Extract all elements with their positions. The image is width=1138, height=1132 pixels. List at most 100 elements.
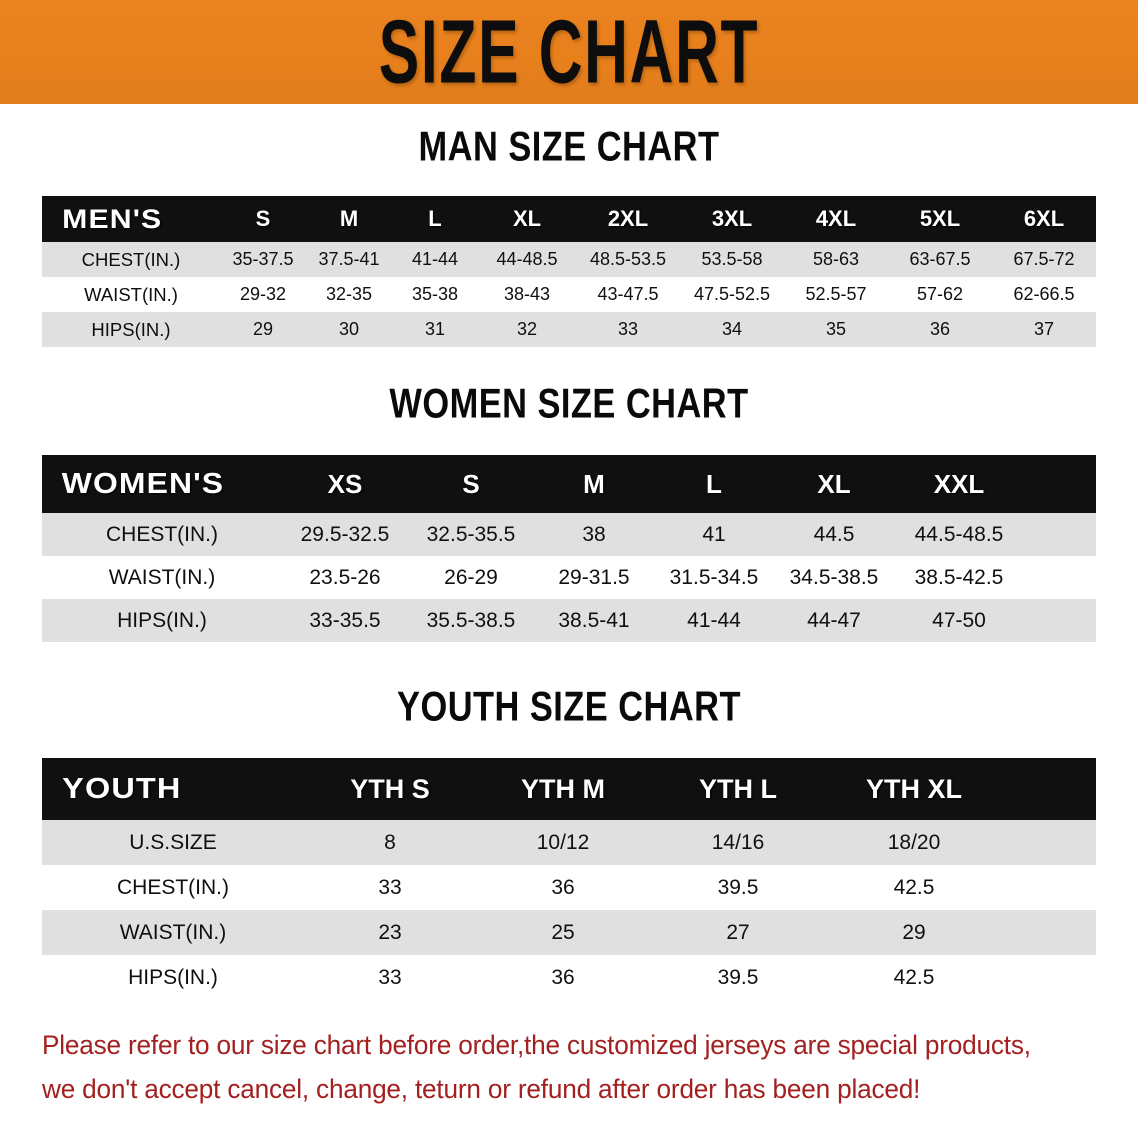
table-row: WAIST(IN.) 23 25 27 29 bbox=[42, 910, 1096, 955]
man-col-header-l: L bbox=[428, 206, 442, 231]
women-row-label-chest: CHEST(IN.) bbox=[106, 522, 218, 546]
table-row: HIPS(IN.) 33-35.5 35.5-38.5 38.5-41 41-4… bbox=[42, 599, 1096, 642]
table-cell: 39.5 bbox=[717, 875, 759, 899]
youth-col-header-m: YTH M bbox=[521, 773, 605, 804]
table-header-row: WOMEN'S XS S M L XL XXL bbox=[42, 455, 1096, 513]
table-cell: 32-35 bbox=[325, 284, 373, 304]
table-cell: 57-62 bbox=[916, 284, 964, 304]
table-cell: 36 bbox=[551, 965, 575, 989]
table-cell: 27 bbox=[726, 920, 750, 944]
table-cell: 42.5 bbox=[893, 965, 935, 989]
women-col-header-spacer bbox=[1024, 455, 1096, 513]
table-cell: 32 bbox=[516, 319, 538, 339]
table-cell: 47-50 bbox=[932, 608, 986, 632]
women-col-header-m: M bbox=[583, 468, 605, 499]
man-col-header-6xl: 6XL bbox=[1023, 206, 1065, 231]
table-cell: 30 bbox=[338, 319, 360, 339]
table-cell: 33 bbox=[617, 319, 639, 339]
table-cell: 26-29 bbox=[444, 565, 498, 589]
table-cell: 67.5-72 bbox=[1013, 249, 1075, 269]
youth-size-table: YOUTH YTH S YTH M YTH L YTH XL U.S.SIZE … bbox=[42, 758, 1096, 1000]
disclaimer-line-2: we don't accept cancel, change, teturn o… bbox=[42, 1073, 921, 1104]
table-cell: 33 bbox=[378, 965, 402, 989]
table-header-row: YOUTH YTH S YTH M YTH L YTH XL bbox=[42, 758, 1096, 820]
man-col-header-3xl: 3XL bbox=[711, 206, 753, 231]
table-cell: 29-31.5 bbox=[558, 565, 630, 589]
man-col-header-m: M bbox=[339, 206, 359, 231]
table-cell-spacer bbox=[1002, 865, 1096, 910]
table-cell: 53.5-58 bbox=[701, 249, 763, 269]
table-cell: 44.5-48.5 bbox=[914, 522, 1004, 546]
banner-title: SIZE CHART bbox=[378, 0, 760, 103]
youth-col-header-s: YTH S bbox=[350, 773, 430, 804]
table-row: CHEST(IN.) 35-37.5 37.5-41 41-44 44-48.5… bbox=[42, 242, 1096, 277]
women-col-header-xl: XL bbox=[817, 468, 851, 499]
table-cell-spacer bbox=[1002, 820, 1096, 865]
table-cell: 29 bbox=[902, 920, 926, 944]
table-cell: 44-47 bbox=[807, 608, 861, 632]
table-cell: 41 bbox=[702, 522, 726, 546]
table-cell: 48.5-53.5 bbox=[589, 249, 667, 269]
disclaimer-line-1: Please refer to our size chart before or… bbox=[42, 1030, 1031, 1060]
table-cell: 35-37.5 bbox=[232, 249, 294, 269]
man-row-label-chest: CHEST(IN.) bbox=[81, 248, 181, 270]
table-cell: 38-43 bbox=[503, 284, 551, 304]
table-row: WAIST(IN.) 29-32 32-35 35-38 38-43 43-47… bbox=[42, 277, 1096, 312]
women-col-header-xs: XS bbox=[327, 468, 363, 499]
man-col-header-5xl: 5XL bbox=[919, 206, 961, 231]
youth-row-label-waist: WAIST(IN.) bbox=[119, 920, 227, 944]
table-cell: 37.5-41 bbox=[318, 249, 380, 269]
table-row: WAIST(IN.) 23.5-26 26-29 29-31.5 31.5-34… bbox=[42, 556, 1096, 599]
table-cell: 35 bbox=[825, 319, 847, 339]
table-cell: 63-67.5 bbox=[909, 249, 971, 269]
table-cell: 52.5-57 bbox=[805, 284, 867, 304]
table-cell-spacer bbox=[1024, 599, 1096, 642]
table-cell: 44.5 bbox=[813, 522, 855, 546]
table-cell: 38 bbox=[582, 522, 606, 546]
table-cell: 41-44 bbox=[687, 608, 741, 632]
table-cell: 36 bbox=[929, 319, 951, 339]
table-cell: 44-48.5 bbox=[496, 249, 558, 269]
table-cell: 8 bbox=[384, 830, 396, 854]
table-cell: 35.5-38.5 bbox=[426, 608, 516, 632]
table-row: HIPS(IN.) 29 30 31 32 33 34 35 36 37 bbox=[42, 312, 1096, 347]
man-col-header-4xl: 4XL bbox=[815, 206, 857, 231]
table-cell: 36 bbox=[551, 875, 575, 899]
man-row-label-waist: WAIST(IN.) bbox=[84, 283, 178, 305]
table-cell: 38.5-41 bbox=[558, 608, 630, 632]
table-cell: 33-35.5 bbox=[309, 608, 381, 632]
youth-col-header-spacer bbox=[1002, 758, 1096, 820]
youth-section-title: YOUTH SIZE CHART bbox=[397, 683, 741, 730]
table-cell: 58-63 bbox=[812, 249, 860, 269]
women-row-label-waist: WAIST(IN.) bbox=[108, 565, 216, 589]
youth-col-header-l: YTH L bbox=[699, 773, 777, 804]
table-cell: 43-47.5 bbox=[597, 284, 659, 304]
youth-row-label-us-size: U.S.SIZE bbox=[129, 830, 217, 854]
table-cell: 33 bbox=[378, 875, 402, 899]
page-banner: SIZE CHART bbox=[0, 0, 1138, 104]
table-cell: 34 bbox=[721, 319, 743, 339]
table-header-row: MEN'S S M L XL 2XL 3XL 4XL 5XL 6XL bbox=[42, 196, 1096, 242]
man-col-header-xl: XL bbox=[512, 206, 542, 231]
disclaimer-note: Please refer to our size chart before or… bbox=[42, 1024, 1064, 1111]
women-section-title: WOMEN SIZE CHART bbox=[389, 380, 749, 427]
youth-col-header-xl: YTH XL bbox=[865, 773, 962, 804]
table-cell: 62-66.5 bbox=[1013, 284, 1075, 304]
table-cell: 10/12 bbox=[536, 830, 590, 854]
table-cell-spacer bbox=[1024, 556, 1096, 599]
table-cell: 25 bbox=[551, 920, 575, 944]
table-cell-spacer bbox=[1002, 955, 1096, 1000]
youth-row-label-hips: HIPS(IN.) bbox=[128, 965, 218, 989]
man-corner-label: MEN'S bbox=[62, 203, 163, 234]
women-corner-label: WOMEN'S bbox=[61, 467, 225, 500]
table-cell: 23.5-26 bbox=[309, 565, 381, 589]
table-cell-spacer bbox=[1024, 513, 1096, 556]
table-cell: 39.5 bbox=[717, 965, 759, 989]
man-size-table: MEN'S S M L XL 2XL 3XL 4XL 5XL 6XL CHEST… bbox=[42, 196, 1096, 347]
man-col-header-s: S bbox=[255, 206, 271, 231]
table-cell: 29 bbox=[252, 319, 274, 339]
man-row-label-hips: HIPS(IN.) bbox=[91, 318, 171, 340]
table-row: CHEST(IN.) 29.5-32.5 32.5-35.5 38 41 44.… bbox=[42, 513, 1096, 556]
table-cell: 35-38 bbox=[411, 284, 459, 304]
table-cell: 29-32 bbox=[239, 284, 287, 304]
